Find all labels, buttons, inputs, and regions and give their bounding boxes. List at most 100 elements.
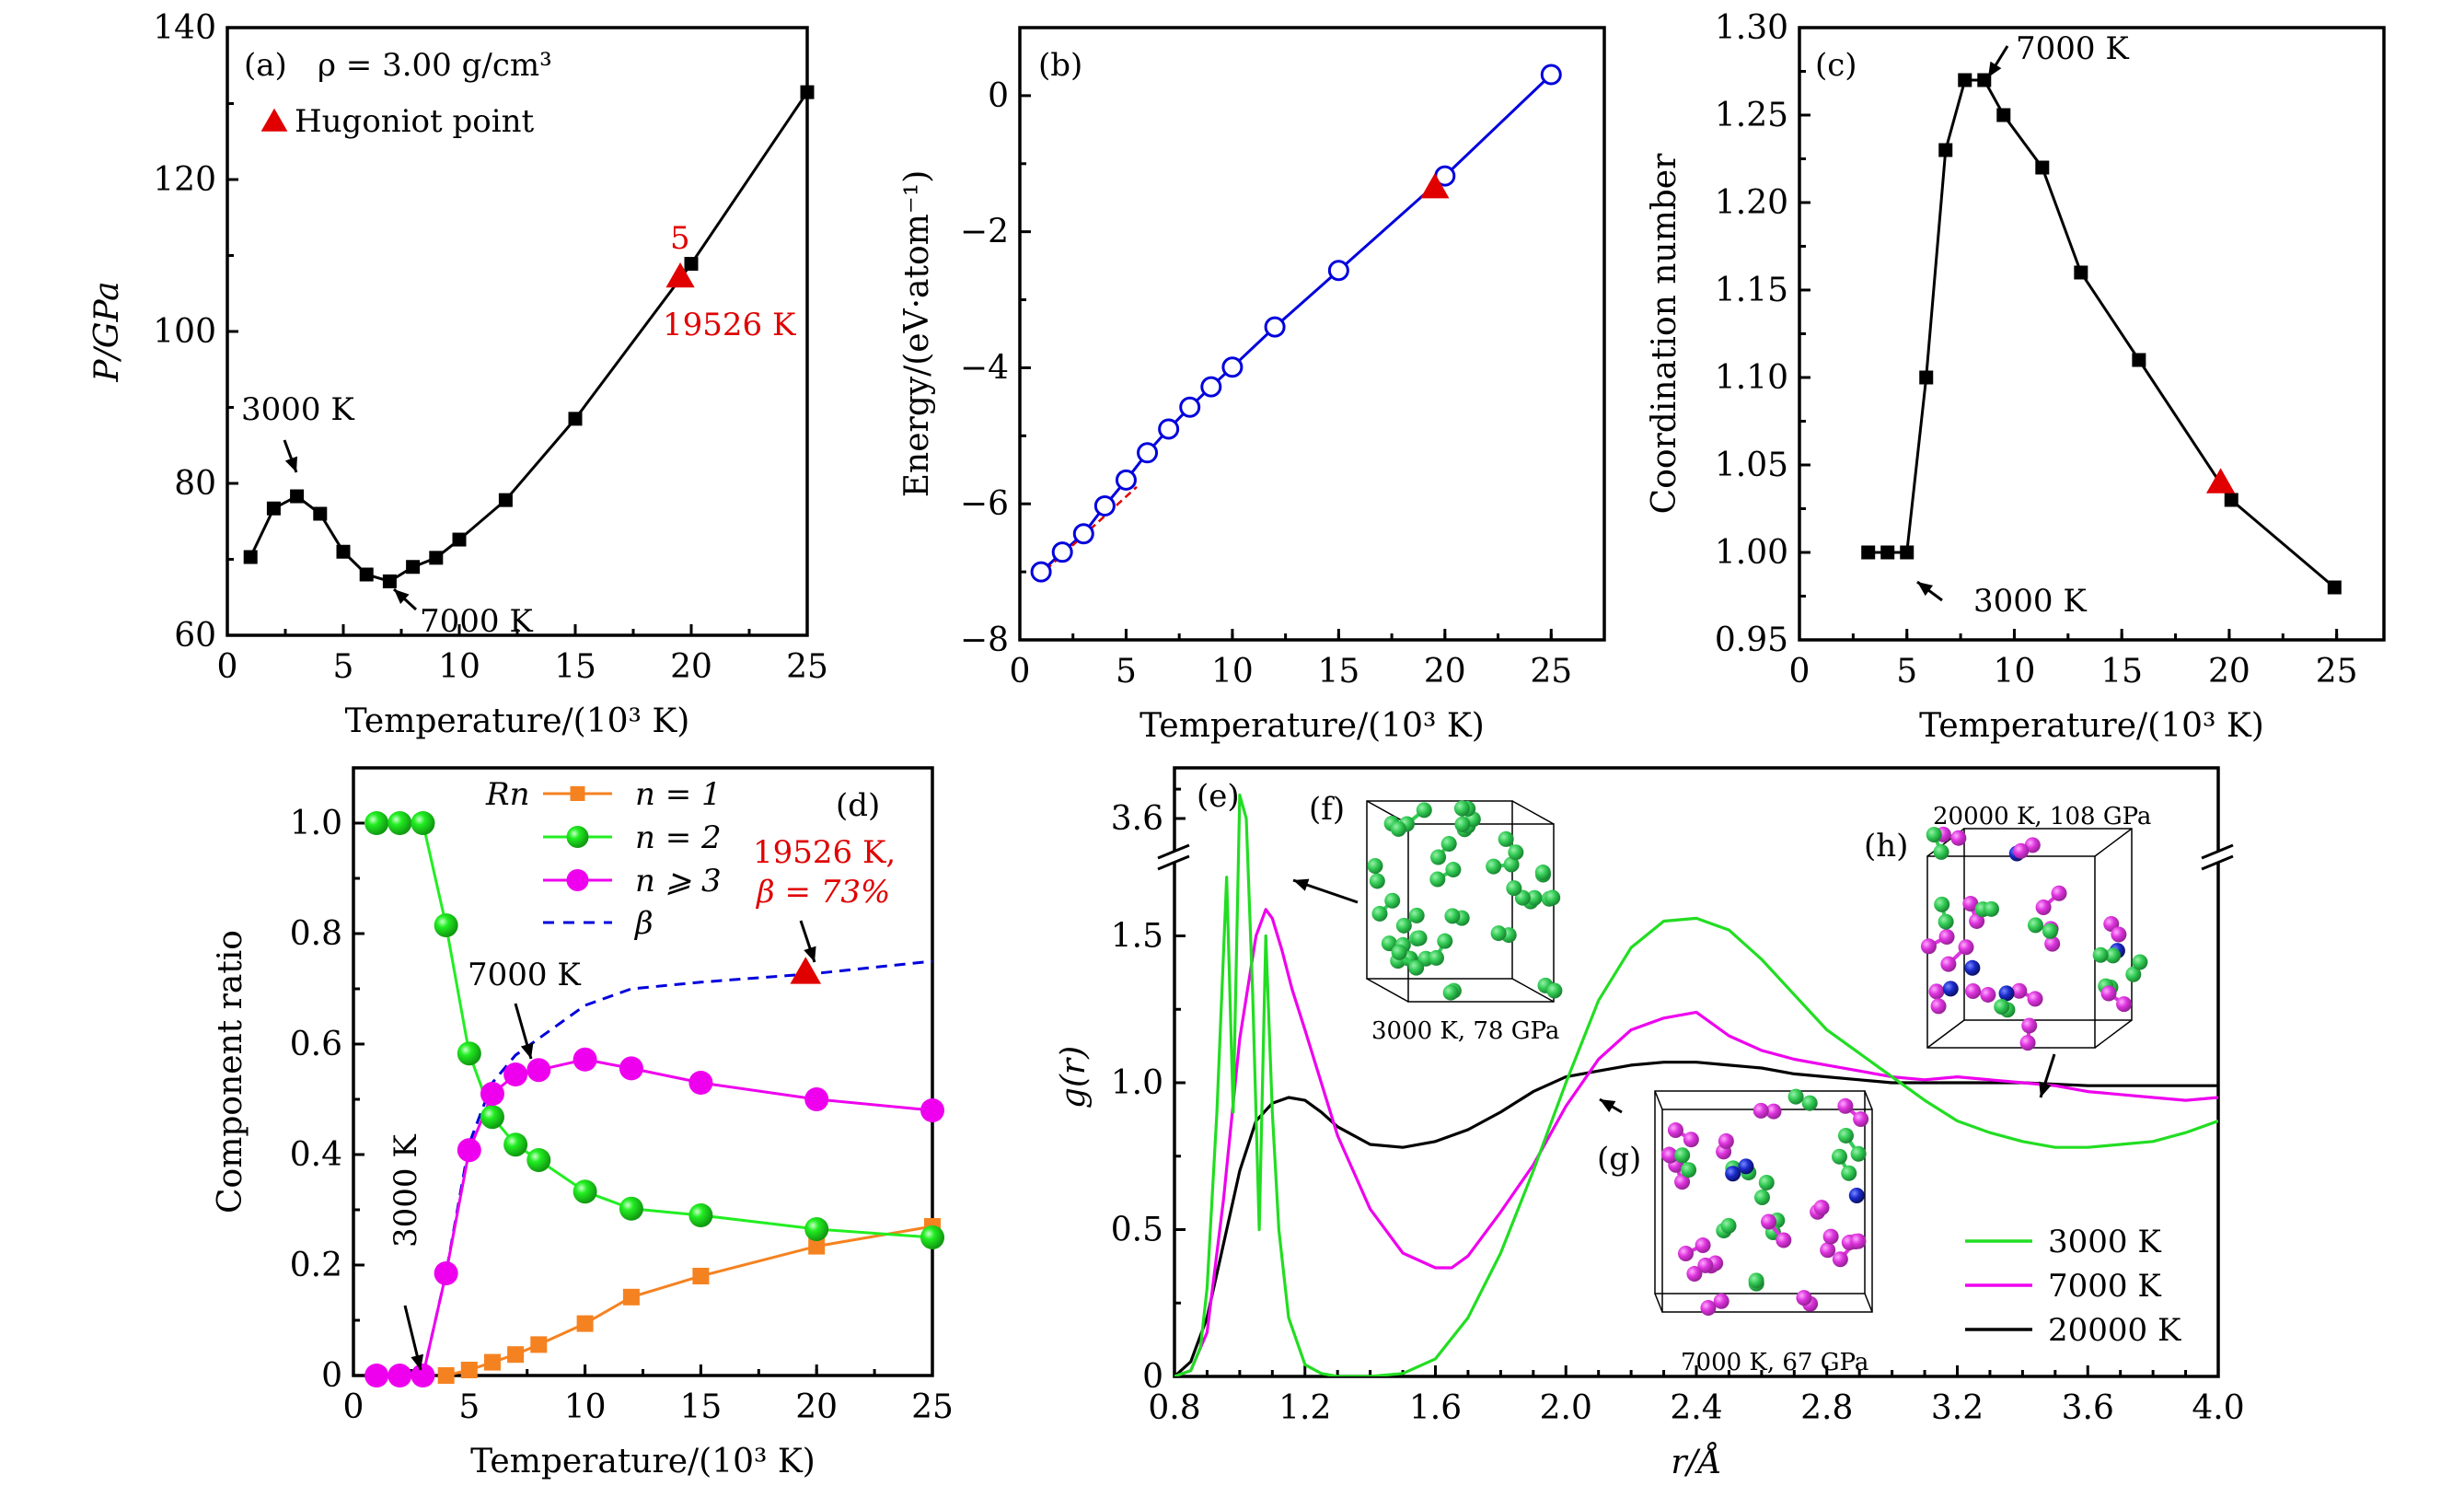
panel-a-data-point <box>568 412 583 426</box>
panel-e-x-axis-label: r/Å <box>1671 1443 1721 1481</box>
inset-f-label: (f) <box>1309 791 1345 828</box>
inset-h-atom <box>2092 946 2109 963</box>
inset-f-atom <box>1453 800 1470 817</box>
inset-f-atom <box>1430 849 1447 865</box>
panel-e-y-tick-label: 0.5 <box>1111 1212 1163 1249</box>
panel-c-data-point <box>1900 545 1915 560</box>
panel-d-n3-point <box>688 1071 713 1095</box>
inset-g-atom <box>1683 1132 1699 1148</box>
panel-b-data-point <box>1200 376 1222 398</box>
inset-f-atom <box>1428 949 1444 966</box>
inset-f-atom <box>1381 935 1397 952</box>
inset-h-atom <box>1980 986 1996 1003</box>
panel-e-y-tick-label: 0 <box>1142 1358 1163 1396</box>
panel-d-x-tick-label: 15 <box>679 1388 722 1426</box>
panel-e-legend-label: 7000 K <box>2048 1268 2161 1305</box>
panel-b-data-point <box>1093 494 1116 517</box>
panel-e-x-tick-label: 1.2 <box>1278 1389 1331 1427</box>
panel-c-y-axis-label: Coordination number <box>1646 153 1683 514</box>
panel-e-x-tick-label: 3.6 <box>2062 1389 2114 1427</box>
panel-a-data-point <box>800 85 815 99</box>
panel-a-arrow-3000k-head <box>284 456 297 472</box>
inset-h-caption: 20000 K, 108 GPa <box>1933 803 2151 830</box>
panel-d-n1-point <box>437 1367 455 1384</box>
inset-g-atom <box>1738 1158 1754 1175</box>
panel-d-legend-n2-marker <box>566 826 589 848</box>
panel-c-y-tick-label: 1.00 <box>1715 534 1788 572</box>
panel-a-x-tick-label: 5 <box>333 648 354 686</box>
panel-a-x-tick-label: 20 <box>670 648 712 686</box>
panel-d-n2-point <box>388 811 412 835</box>
inset-f-arrow-head <box>1293 878 1310 891</box>
inset-g-atom <box>1776 1232 1792 1248</box>
panel-c-x-tick-label: 0 <box>1789 653 1810 691</box>
panel-c-data-point <box>2224 493 2238 507</box>
panel-b-data-point <box>1051 541 1073 563</box>
panel-e-curve-3000k <box>1174 793 2218 1376</box>
inset-g-label: (g) <box>1597 1141 1641 1178</box>
panel-d-annotation-7000k: 7000 K <box>468 957 581 993</box>
inset-g-atom <box>1796 1290 1812 1306</box>
panel-d-n3-point <box>480 1082 504 1106</box>
panel-d-n3-point <box>457 1138 481 1163</box>
inset-g-atom <box>1697 1257 1714 1273</box>
panel-c-data-point <box>2074 265 2088 280</box>
panel-b-data-point <box>1221 356 1244 378</box>
panel-c-data-point <box>1938 143 1953 157</box>
panel-a-label: (a) <box>244 47 287 84</box>
panel-a-y-tick-label: 80 <box>174 465 216 503</box>
panel-c-x-tick-label: 5 <box>1896 653 1917 691</box>
inset-h-box-edge <box>2094 1019 2133 1049</box>
panel-e-y-tick-label: 1.0 <box>1111 1064 1163 1102</box>
panel-d-y-tick-label: 0.8 <box>290 915 342 953</box>
panel-d-n2-point <box>688 1203 713 1227</box>
panel-d-label: (d) <box>836 787 880 824</box>
panel-d-legend-label: n = 2 <box>635 819 722 856</box>
panel-c-y-tick-label: 1.15 <box>1715 272 1788 309</box>
panel-a-data-point <box>243 550 258 564</box>
inset-g-atom <box>1720 1217 1737 1234</box>
inset-h-atom <box>2116 996 2133 1013</box>
panel-d-n1-point <box>507 1346 525 1364</box>
panel-a-legend-label: Hugoniot point <box>295 103 535 140</box>
panel-b-x-tick-label: 15 <box>1317 653 1359 691</box>
inset-f-atom <box>1367 858 1383 875</box>
inset-g-atom <box>1667 1122 1683 1139</box>
inset-f-atom <box>1408 907 1425 923</box>
panel-d-n1-point <box>622 1288 640 1306</box>
inset-h-box-edge <box>1926 1019 1965 1049</box>
panel-a-density-note: ρ = 3.00 g/cm³ <box>318 47 552 84</box>
panel-b-x-tick-label: 5 <box>1116 653 1137 691</box>
panel-a-y-tick-label: 60 <box>174 617 216 655</box>
panel-d-y-axis-label: Component ratio <box>212 930 249 1213</box>
panel-d-x-tick-label: 5 <box>458 1388 480 1426</box>
panel-a-data-point <box>429 551 444 565</box>
inset-f-atom <box>1498 830 1514 847</box>
inset-g-arrow-head <box>1600 1099 1616 1113</box>
panel-c-y-tick-label: 1.05 <box>1715 447 1788 484</box>
panel-c-x-axis-label: Temperature/(10³ K) <box>1919 707 2264 745</box>
panel-a-data-point <box>336 544 351 559</box>
inset-g-atom <box>1686 1266 1703 1283</box>
inset-f-box-edge <box>1511 978 1555 1003</box>
panel-b-data-point <box>1072 523 1094 545</box>
panel-d-n3-point <box>804 1087 829 1111</box>
panel-c-data-point <box>1919 370 1934 385</box>
panel-d-n3-point <box>920 1098 944 1122</box>
panel-d-hugoniot-marker <box>790 957 822 984</box>
panel-b-x-tick-label: 10 <box>1211 653 1254 691</box>
inset-h-atom <box>2042 923 2058 939</box>
inset-f-atom <box>1546 982 1563 999</box>
panel-e-axis-break-mark <box>2201 854 2234 871</box>
panel-c-x-tick-label: 10 <box>1994 653 2036 691</box>
inset-h-atom <box>2100 985 2117 1002</box>
inset-g-atom <box>1758 1174 1775 1190</box>
panel-c-annotation-3000k: 3000 K <box>1973 583 2087 620</box>
panel-d-n1-point <box>692 1268 710 1284</box>
panel-d-n3-point <box>619 1056 643 1081</box>
inset-f-box-edge <box>1366 978 1409 1003</box>
panel-d-n1-point <box>460 1362 478 1378</box>
panel-b-hugoniot-marker <box>1420 173 1450 199</box>
inset-f-atom <box>1411 930 1428 946</box>
panel-b-energy-vs-temperature: 0 5 10 15 20 25 −8 −6 −4 −2 0 Temperature/(10³ K) En… <box>898 26 1606 745</box>
